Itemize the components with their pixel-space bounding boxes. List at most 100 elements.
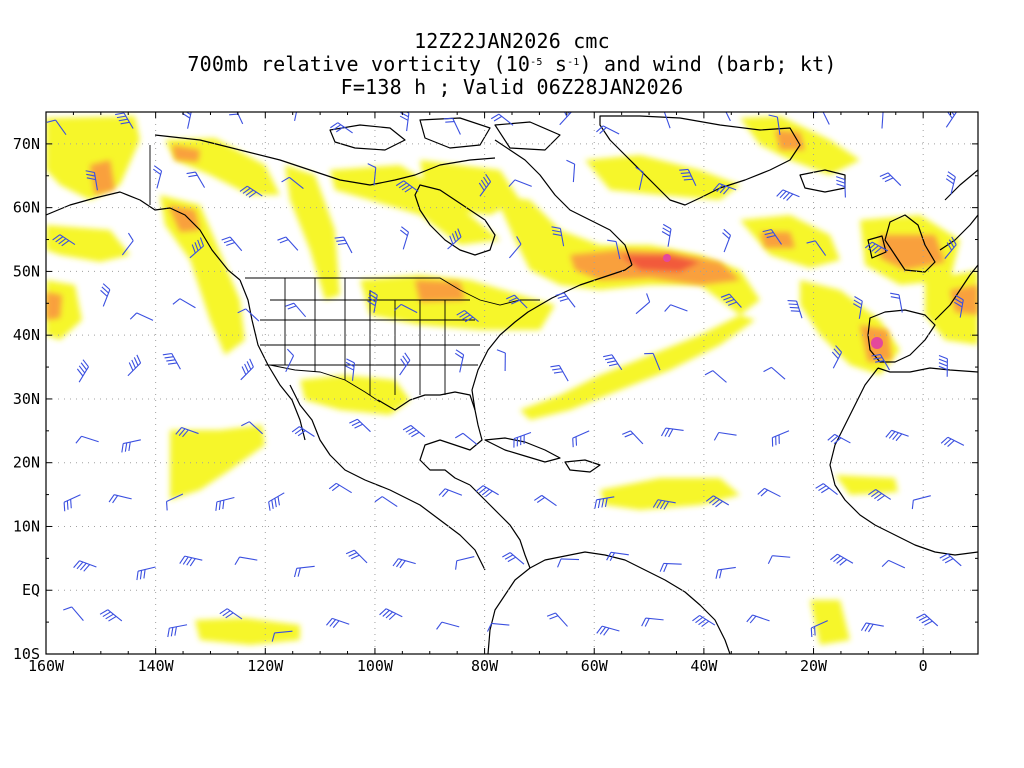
wind-barb <box>885 429 909 442</box>
wind-barb <box>853 296 863 319</box>
wind-barb <box>345 549 368 564</box>
wind-barb <box>367 163 377 186</box>
wind-barb <box>594 496 615 509</box>
wind-barb <box>73 560 97 572</box>
vort-core-labrador-inner <box>620 255 700 272</box>
coast-arctic-canada <box>154 134 496 186</box>
wind-barb <box>607 239 621 260</box>
wind-barb <box>240 358 254 381</box>
wind-barb <box>725 112 731 122</box>
coast-greenland <box>599 115 801 206</box>
wind-barb <box>572 430 590 448</box>
vort-core-great-lakes <box>415 280 465 302</box>
wind-barb <box>945 171 956 195</box>
vort-shade-east-pacific <box>170 425 265 500</box>
vort-shade-west-edge <box>46 225 130 262</box>
coast-arctic-islands <box>329 117 561 151</box>
wind-barb <box>652 499 676 510</box>
vort-core-british-isles <box>880 235 945 270</box>
vort-shade-hudson <box>420 160 520 215</box>
border-canada-us <box>245 277 540 306</box>
wind-barb <box>644 352 661 371</box>
coast-mexico-west <box>289 384 486 571</box>
wind-barb <box>939 553 962 567</box>
wind-barb <box>881 559 906 569</box>
wind-barb <box>291 426 315 437</box>
coast-ireland <box>867 235 887 259</box>
title-field-description: 700mb relative vorticity (10-5 s-1) and … <box>187 52 837 76</box>
lon-label: 100W <box>357 657 394 675</box>
vort-core-bc <box>168 205 200 232</box>
wind-barb <box>167 624 188 638</box>
wind-barb <box>52 234 76 247</box>
wind-barb <box>860 622 884 633</box>
wind-barb <box>241 421 264 435</box>
lat-label: 30N <box>13 390 40 408</box>
lon-label: 140W <box>138 657 175 675</box>
wind-barb <box>402 424 426 438</box>
wind-barb <box>165 493 184 511</box>
wind-barb <box>712 183 737 195</box>
wind-barb <box>349 418 371 433</box>
wind-barb <box>153 165 163 189</box>
lat-label: 40N <box>13 326 40 344</box>
title-model-run: 12Z22JAN2026 cmc <box>414 29 610 53</box>
lon-label: 40W <box>690 657 718 675</box>
wind-barb <box>771 430 790 447</box>
wind-barb <box>281 176 304 189</box>
wind-barb <box>559 112 573 126</box>
wind-barb <box>394 303 418 314</box>
wind-barb <box>221 236 243 252</box>
lon-label: 160W <box>28 657 65 675</box>
coast-south-america <box>487 551 731 654</box>
lat-lon-grid <box>46 112 978 654</box>
wind-barb <box>551 226 565 247</box>
wind-barb <box>330 122 353 134</box>
vort-shade-canada-band <box>285 165 340 300</box>
wind-barb <box>127 354 142 377</box>
vort-shade-greenland <box>585 155 740 200</box>
longitude-labels: 160W 140W 120W 100W 80W 60W 40W 20W 0 <box>28 657 928 675</box>
border-us-mexico <box>269 364 381 403</box>
lon-label: 20W <box>800 657 828 675</box>
wind-barb <box>108 494 132 504</box>
vort-core-europe-east <box>950 285 978 315</box>
wind-barb <box>219 608 243 620</box>
vort-core-iceland <box>775 130 805 150</box>
wind-barb <box>189 237 205 259</box>
wind-barb <box>776 189 800 201</box>
wind-barb <box>603 354 623 371</box>
wind-barb <box>746 614 770 624</box>
wind-barb <box>566 159 576 183</box>
wind-barb <box>692 614 716 628</box>
lat-label: EQ <box>22 581 40 599</box>
wind-barb <box>787 300 803 319</box>
vort-shade-atlantic-trail <box>520 315 755 420</box>
wind-barb <box>940 436 965 447</box>
wind-barb <box>455 432 478 445</box>
wind-barb <box>438 488 463 498</box>
wind-barb <box>496 349 506 372</box>
wind-barb <box>831 345 843 369</box>
lat-label: 50N <box>13 262 40 280</box>
wind-barb <box>63 606 84 622</box>
coast-gulf-mexico <box>377 391 483 486</box>
coast-hudson-bay <box>414 184 496 256</box>
wind-barb <box>186 171 206 188</box>
latitude-labels: 70N 60N 50N 40N 30N 20N 10N EQ 10S <box>13 135 40 663</box>
wind-barb <box>705 495 730 508</box>
wind-barb <box>868 489 891 502</box>
wind-barb <box>806 240 827 256</box>
wind-barb <box>182 112 192 129</box>
wind-barb <box>175 427 199 438</box>
wind-barb <box>367 289 378 313</box>
wind-barb <box>277 236 299 251</box>
vort-shade-texas <box>300 375 410 415</box>
wind-barb <box>916 613 939 627</box>
wind-barb <box>506 294 528 309</box>
vort-core-gulf <box>172 145 200 162</box>
wind-barb <box>508 179 532 187</box>
wind-barb <box>557 558 580 568</box>
wind-barb <box>815 483 838 496</box>
wind-barb <box>768 114 781 135</box>
